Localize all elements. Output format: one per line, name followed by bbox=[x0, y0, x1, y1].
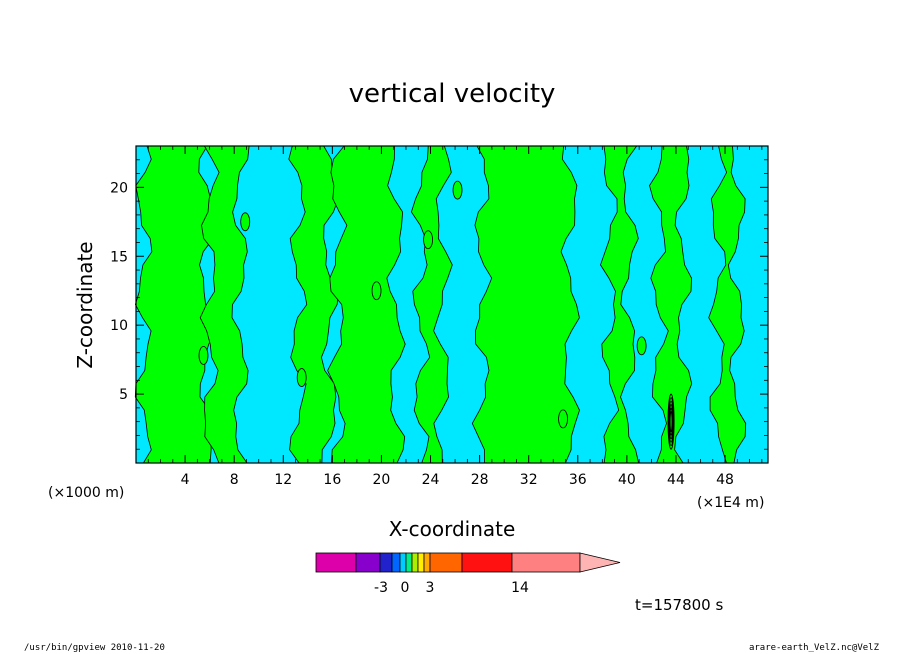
colorbar-segment bbox=[461, 552, 513, 573]
x-tick-label: 24 bbox=[422, 472, 440, 488]
y-tick-label: 20 bbox=[110, 180, 128, 196]
colorbar-segment bbox=[417, 552, 425, 573]
colorbar-segment bbox=[399, 552, 407, 573]
x-tick-label: 36 bbox=[569, 472, 587, 488]
colorbar-label: -3 bbox=[374, 580, 388, 596]
x-axis-label: X-coordinate bbox=[389, 517, 516, 541]
colorbar-segment bbox=[315, 552, 357, 573]
colorbar-segment bbox=[391, 552, 401, 573]
positive-region bbox=[708, 145, 747, 464]
contour-blob bbox=[423, 230, 433, 250]
contour-cluster bbox=[667, 393, 675, 450]
contour-blob bbox=[371, 281, 382, 301]
colorbar-segment bbox=[423, 552, 431, 573]
colorbar-label: 14 bbox=[511, 580, 529, 596]
colorbar: -3 0 3 14 bbox=[315, 552, 621, 596]
contour-blob bbox=[240, 212, 251, 232]
contour-blob bbox=[558, 409, 568, 429]
x-tick-label: 20 bbox=[373, 472, 391, 488]
plot-area bbox=[134, 145, 769, 464]
y-tick-label: 5 bbox=[119, 387, 128, 403]
x-tick-label: 16 bbox=[323, 472, 341, 488]
y-axis: 5 10 15 20 bbox=[110, 159, 768, 450]
x-unit-right: (×1E4 m) bbox=[697, 495, 764, 511]
positive-region bbox=[134, 145, 217, 464]
colorbar-segment bbox=[405, 552, 413, 573]
y-tick-label: 15 bbox=[110, 249, 128, 265]
contour-blob bbox=[198, 346, 209, 365]
x-tick-label: 12 bbox=[274, 472, 292, 488]
colorbar-segment bbox=[355, 552, 381, 573]
colorbar-segment bbox=[411, 552, 419, 573]
colorbar-arrow bbox=[579, 552, 621, 573]
colorbar-label: 0 bbox=[401, 580, 410, 596]
contour-blob bbox=[296, 368, 307, 387]
x-tick-label: 48 bbox=[716, 472, 734, 488]
footer-right: arare-earth_VelZ.nc@VelZ bbox=[748, 643, 879, 653]
x-unit-left: (×1000 m) bbox=[48, 485, 124, 501]
x-tick-label: 8 bbox=[230, 472, 239, 488]
colorbar-segment bbox=[511, 552, 581, 573]
y-axis-label: Z-coordinate bbox=[73, 241, 97, 368]
x-axis: 4 8 12 16 20 24 28 32 36 40 44 48 bbox=[147, 146, 763, 488]
contour-blob bbox=[452, 180, 463, 200]
x-tick-label: 32 bbox=[520, 472, 538, 488]
colorbar-segment bbox=[429, 552, 463, 573]
colorbar-segment bbox=[379, 552, 393, 573]
footer-left: /usr/bin/gpview 2010-11-20 bbox=[24, 643, 165, 653]
x-tick-label: 28 bbox=[471, 472, 489, 488]
x-tick-label: 40 bbox=[618, 472, 636, 488]
x-tick-label: 44 bbox=[667, 472, 685, 488]
colorbar-label: 3 bbox=[426, 580, 435, 596]
plot-frame bbox=[135, 145, 769, 464]
contour-blob bbox=[636, 336, 647, 356]
time-label: t=157800 s bbox=[635, 596, 723, 614]
chart-title: vertical velocity bbox=[349, 79, 556, 109]
x-tick-label: 4 bbox=[181, 472, 190, 488]
y-tick-label: 10 bbox=[110, 318, 128, 334]
